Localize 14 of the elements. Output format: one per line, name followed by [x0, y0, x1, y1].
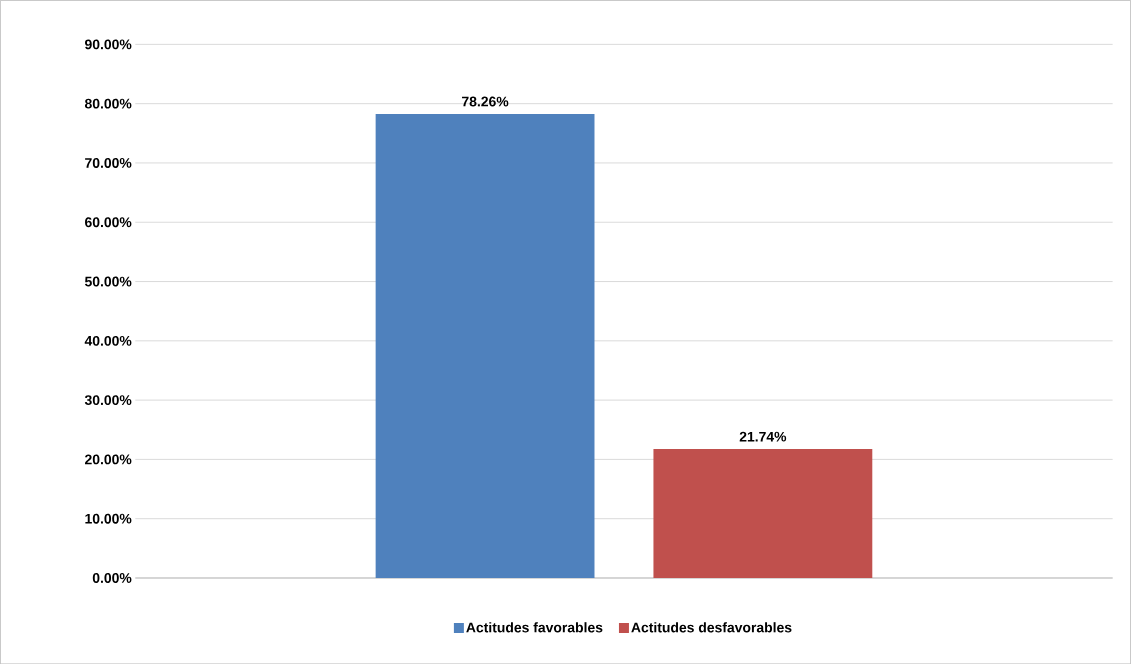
y-tick-label: 40.00%: [84, 335, 132, 346]
legend-label: Actitudes desfavorables: [631, 622, 792, 633]
y-tick-label: 70.00%: [85, 157, 132, 168]
data-label: 78.26%: [462, 96, 509, 107]
y-tick-label: 20.00%: [85, 454, 132, 465]
y-tick-label: 10.00%: [85, 513, 132, 524]
legend-label: Actitudes favorables: [466, 622, 603, 633]
y-tick-label: 50.00%: [84, 276, 132, 287]
y-tick-label: 0.00%: [92, 572, 132, 583]
y-tick-label: 80.00%: [84, 98, 132, 109]
y-tick-label: 90.00%: [85, 39, 132, 50]
y-tick-label: 30.00%: [84, 395, 132, 405]
y-tick-label: 60.00%: [85, 217, 132, 228]
data-label: 21.74%: [739, 431, 787, 442]
